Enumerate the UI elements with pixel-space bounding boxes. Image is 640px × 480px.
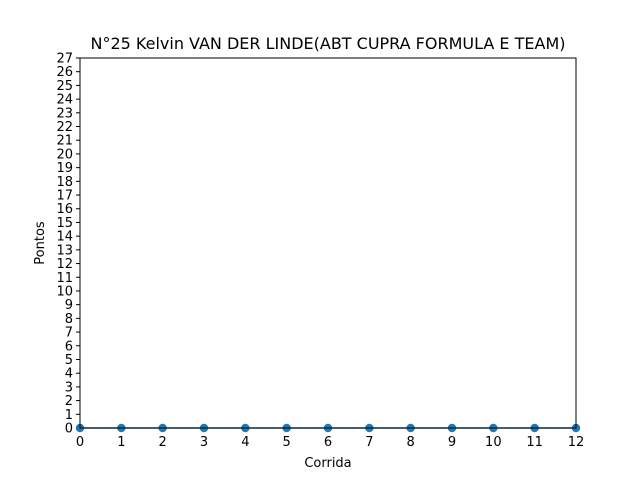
- y-tick-label: 2: [65, 394, 73, 409]
- y-tick-label: 19: [56, 161, 73, 176]
- y-tick-label: 21: [56, 134, 73, 149]
- x-tick-label: 2: [159, 435, 167, 450]
- y-tick-label: 3: [65, 380, 73, 395]
- y-tick-label: 25: [56, 79, 73, 94]
- x-tick-label: 4: [241, 435, 249, 450]
- y-tick-label: 16: [56, 202, 73, 217]
- x-tick-label: 12: [568, 435, 585, 450]
- y-tick-label: 5: [65, 353, 73, 368]
- x-tick-label: 5: [283, 435, 291, 450]
- y-tick-label: 22: [56, 120, 73, 135]
- y-tick-label: 0: [65, 422, 73, 437]
- plot-frame: [79, 57, 577, 429]
- y-tick-label: 9: [65, 298, 73, 313]
- x-tick-label: 10: [485, 435, 502, 450]
- y-tick-label: 15: [56, 216, 73, 231]
- y-ticks: 0123456789101112131415161718192021222324…: [56, 52, 80, 437]
- x-tick-label: 1: [117, 435, 125, 450]
- y-tick-label: 26: [56, 65, 73, 80]
- x-tick-label: 0: [76, 435, 84, 450]
- y-tick-label: 23: [56, 106, 73, 121]
- y-tick-label: 1: [65, 408, 73, 423]
- y-tick-label: 6: [65, 339, 73, 354]
- chart-title: N°25 Kelvin VAN DER LINDE(ABT CUPRA FORM…: [91, 34, 566, 53]
- y-tick-label: 7: [65, 326, 73, 341]
- y-tick-label: 14: [56, 230, 73, 245]
- x-tick-label: 3: [200, 435, 208, 450]
- y-tick-label: 8: [65, 312, 73, 327]
- y-tick-label: 4: [65, 367, 73, 382]
- y-tick-label: 27: [56, 52, 73, 67]
- x-tick-label: 11: [526, 435, 543, 450]
- y-tick-label: 13: [56, 243, 73, 258]
- x-tick-label: 9: [448, 435, 456, 450]
- y-tick-label: 11: [56, 271, 73, 286]
- y-tick-label: 18: [56, 175, 73, 190]
- y-tick-label: 12: [56, 257, 73, 272]
- y-tick-label: 17: [56, 189, 73, 204]
- y-tick-label: 10: [56, 284, 73, 299]
- x-tick-label: 6: [324, 435, 332, 450]
- x-tick-label: 7: [365, 435, 373, 450]
- y-tick-label: 24: [56, 93, 73, 108]
- x-tick-label: 8: [407, 435, 415, 450]
- y-axis-title: Pontos: [33, 221, 48, 265]
- y-tick-label: 20: [56, 147, 73, 162]
- x-axis-title: Corrida: [304, 456, 351, 471]
